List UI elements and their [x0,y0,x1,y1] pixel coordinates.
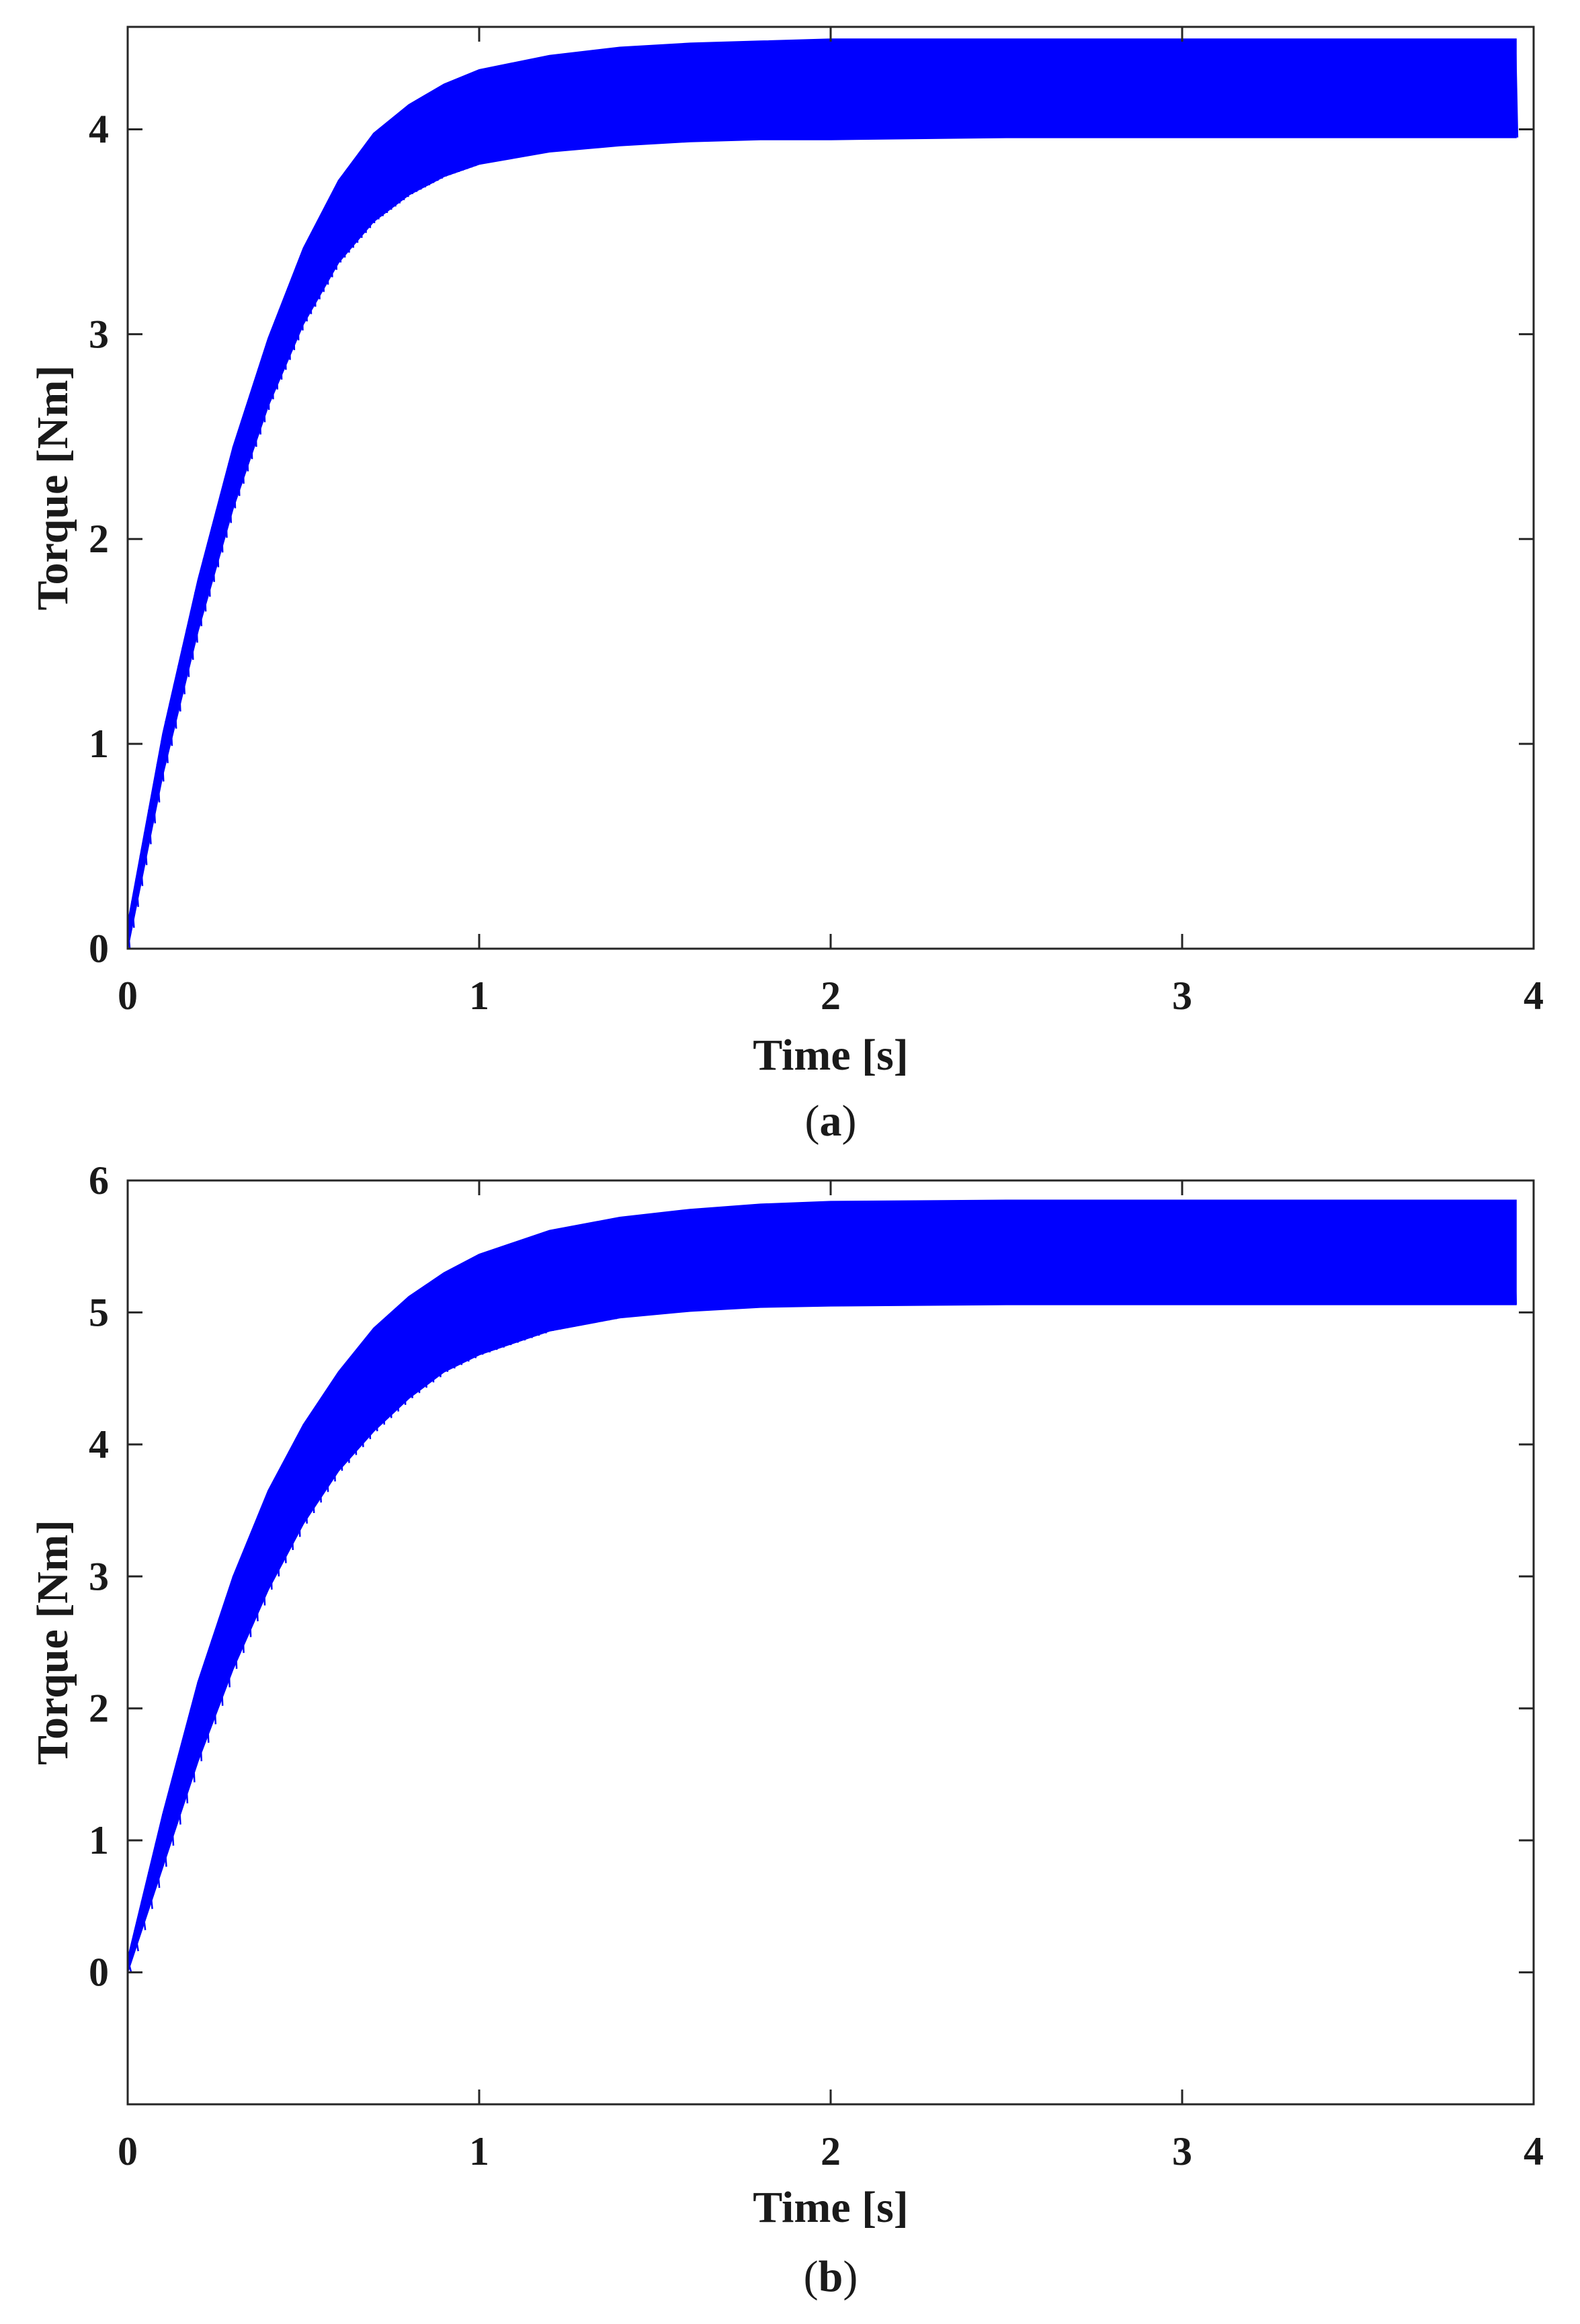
panel-a-caption-letter: a [820,1096,842,1146]
panel-b-caption-letter: b [819,2252,843,2301]
panel-a-y-axis-label: Torque [Nm] [28,365,77,611]
panel-a-x-tick-label: 3 [1172,974,1192,1018]
panel-b-caption: (b) [804,2252,858,2301]
panel-a-ticks [126,27,1535,950]
panel-a: 0 1 2 3 4 0 1 2 3 4 Time [s] Torque [Nm] (a) [28,26,1544,1146]
panel-b-envelope [127,1199,1517,1973]
panel-b-y-tick-label: 6 [89,1158,109,1203]
panel-a-x-tick-label: 0 [118,974,138,1018]
panel-b-axes-frame [126,1179,1535,2106]
panel-a-x-tick-labels: 0 1 2 3 4 [118,974,1544,1018]
panel-a-caption-close: ) [842,1096,857,1146]
panel-b-y-tick-label: 0 [89,1950,109,1995]
panel-a-oscillation [126,39,1519,949]
panel-b-caption-close: ) [843,2252,858,2301]
panel-a-x-tick-label: 1 [469,974,489,1018]
panel-a-caption-open: ( [805,1096,820,1146]
panel-a-y-tick-label: 3 [89,312,109,356]
panel-a-y-tick-labels: 0 1 2 3 4 [89,107,109,971]
panel-b-y-axis-label: Torque [Nm] [28,1520,77,1765]
panel-b-x-tick-labels: 0 1 2 3 4 [118,2129,1544,2174]
panel-b-y-tick-label: 1 [89,1818,109,1862]
panel-b-y-tick-label: 2 [89,1686,109,1731]
panel-a-y-tick-label: 4 [89,107,109,151]
panel-a-axes-frame [126,26,1535,950]
panel-b-y-tick-label: 5 [89,1290,109,1334]
panel-a-x-tick-label: 2 [821,974,841,1018]
panel-a-caption: (a) [805,1096,857,1146]
panel-a-series-band [126,38,1519,949]
panel-b-ticks [126,1179,1535,2104]
panel-b-x-tick-label: 2 [821,2129,841,2174]
panel-b-x-tick-label: 1 [469,2129,489,2174]
panel-a-y-tick-label: 1 [89,722,109,766]
panel-b-x-tick-label: 3 [1172,2129,1192,2174]
panel-b-series-band [126,1199,1517,1973]
panel-a-x-axis-label: Time [s] [753,1031,909,1080]
panel-b-x-tick-label: 4 [1524,2129,1544,2174]
panel-a-y-tick-label: 0 [89,927,109,971]
panel-b-caption-open: ( [804,2252,819,2301]
panel-b: 0 1 2 3 4 5 6 0 1 2 3 4 Time [s] Torque [Nm] (b) [28,1158,1544,2301]
panel-a-envelope [127,38,1517,949]
panel-b-x-axis-label: Time [s] [753,2183,909,2232]
panel-b-y-tick-label: 4 [89,1422,109,1467]
panel-a-y-tick-label: 2 [89,517,109,561]
panel-a-x-tick-label: 4 [1524,974,1544,1018]
panel-b-y-tick-label: 3 [89,1554,109,1598]
panel-b-y-tick-labels: 0 1 2 3 4 5 6 [89,1158,109,1995]
panel-b-oscillation [126,1200,1517,1973]
panel-b-x-tick-label: 0 [118,2129,138,2174]
